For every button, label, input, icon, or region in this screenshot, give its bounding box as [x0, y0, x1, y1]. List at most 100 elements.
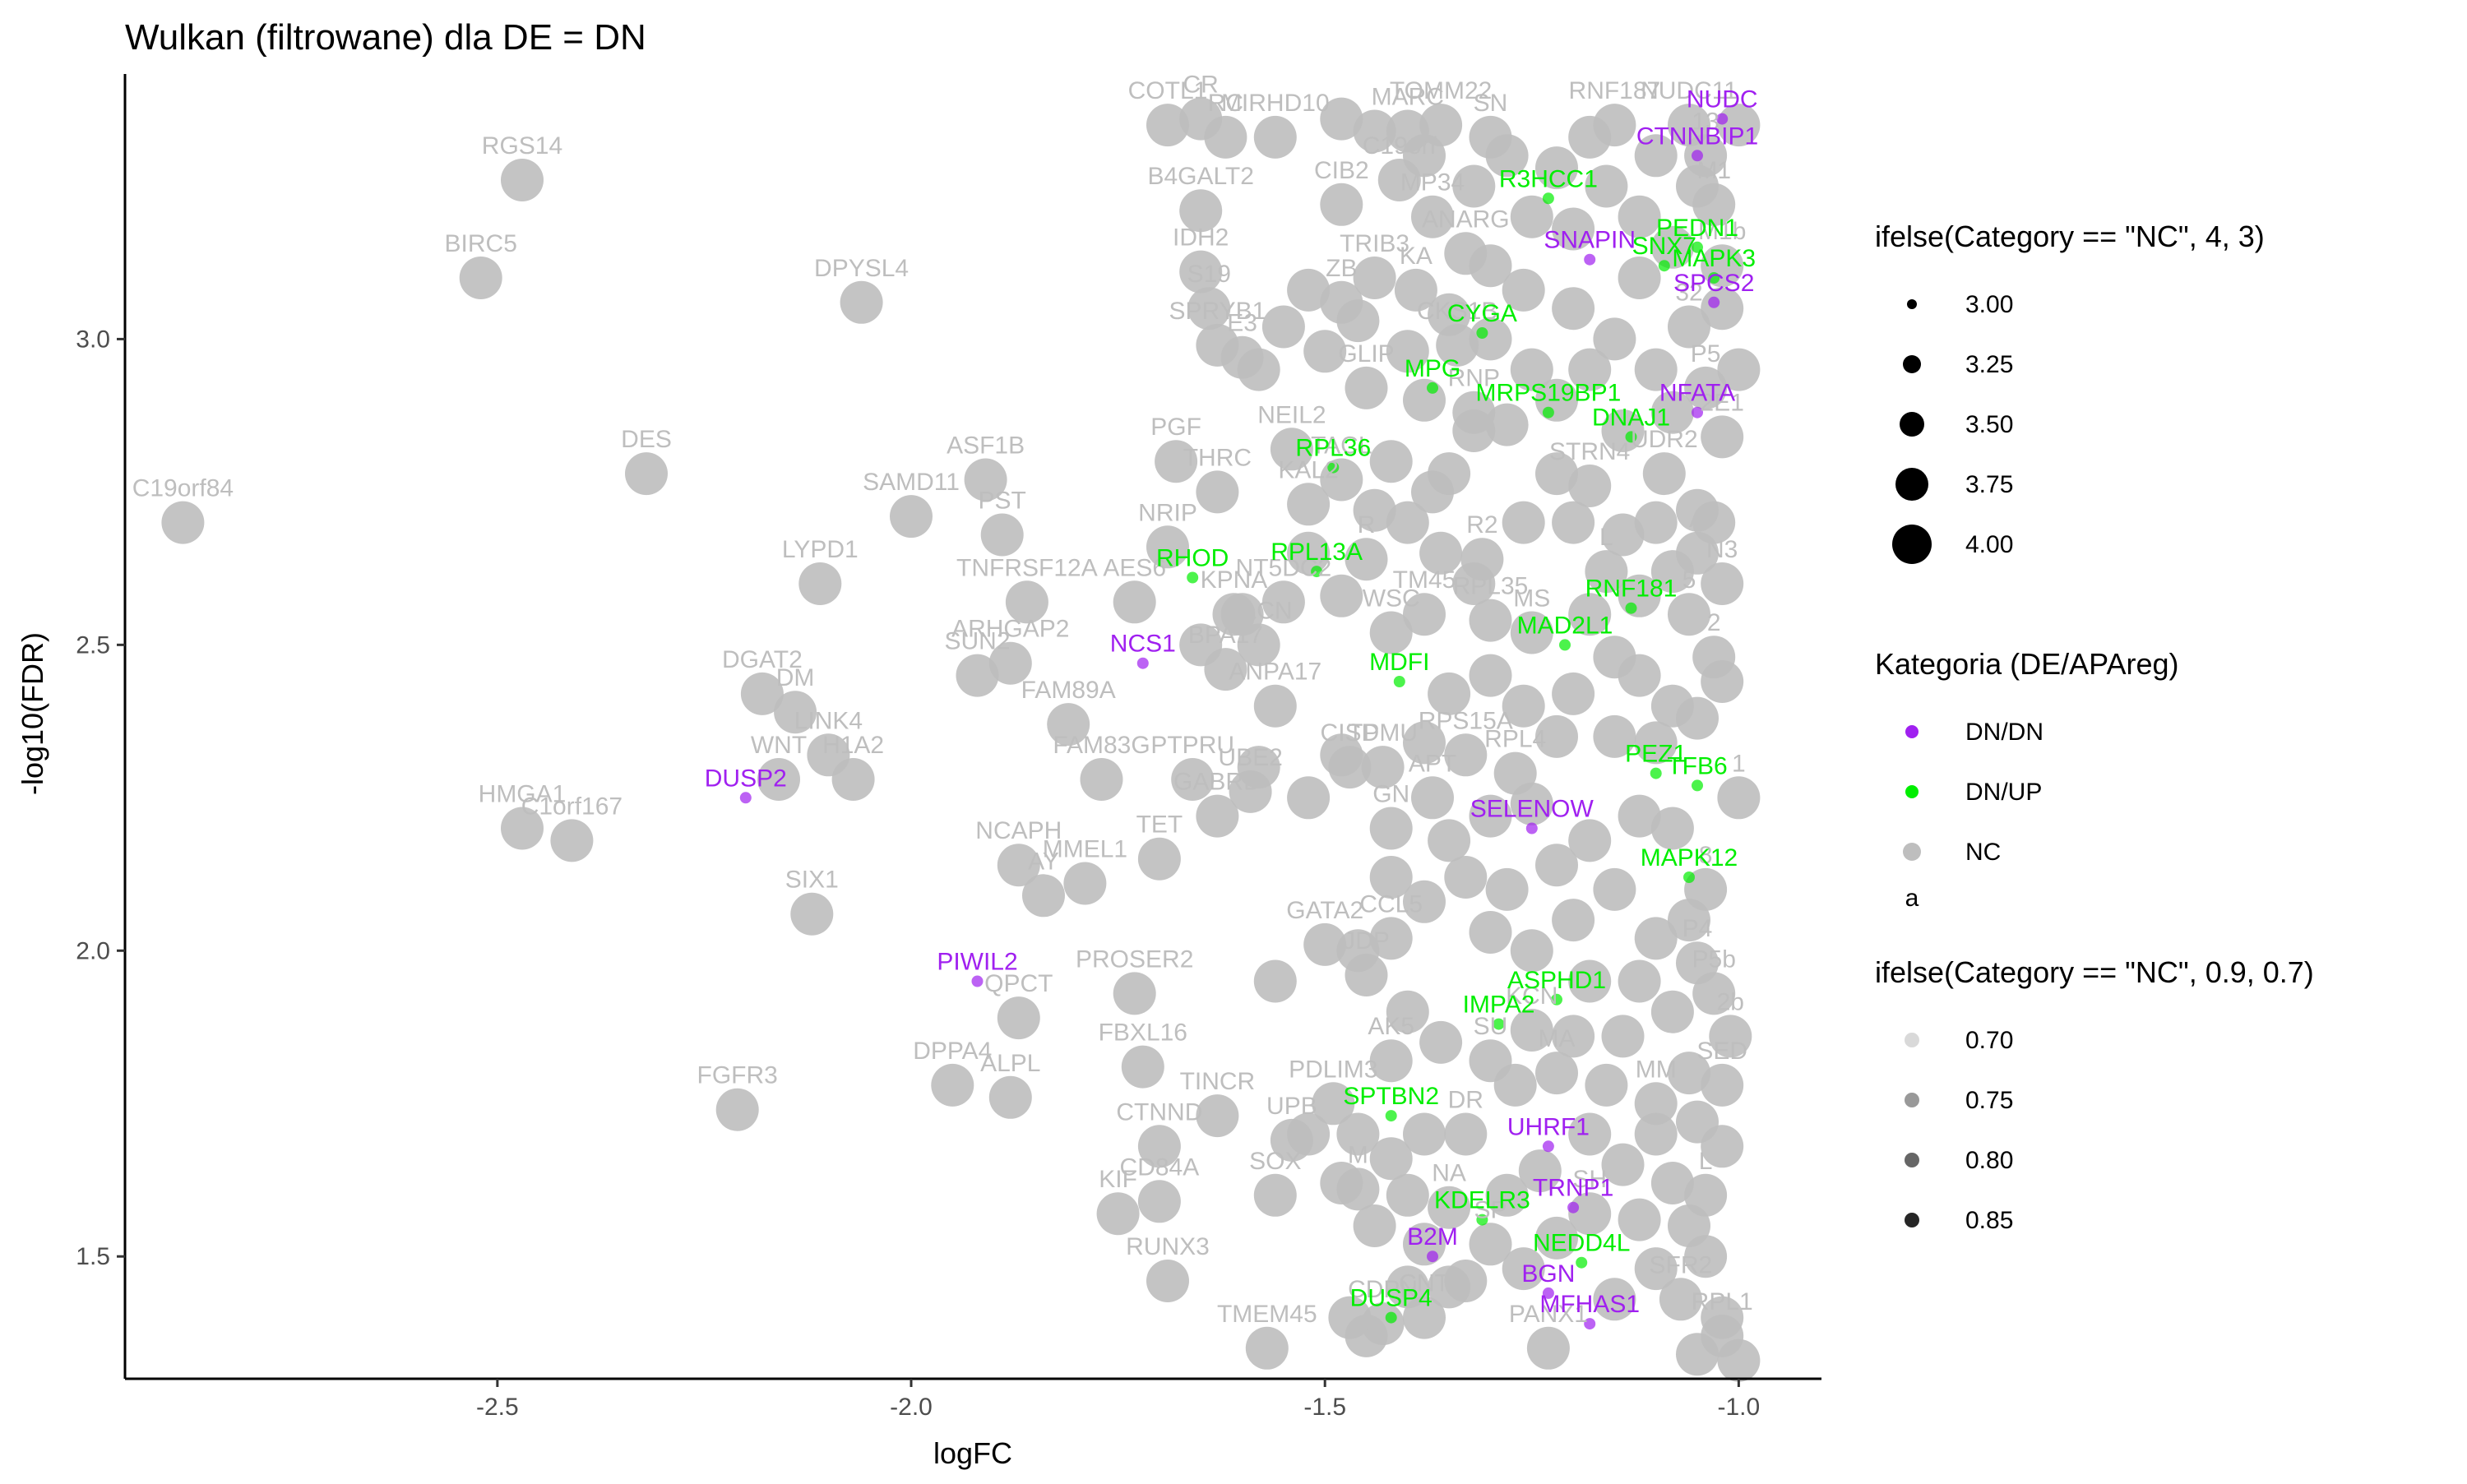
gene-label-nc-42: CIB2: [1314, 157, 1369, 184]
point-nc-29: [931, 1063, 974, 1107]
point-nc-134: [1535, 452, 1578, 496]
gene-label-dn-dn-10: CTNNBIP1: [1636, 123, 1758, 150]
point-nc-48: [1270, 428, 1313, 471]
point-nc-253: [1220, 593, 1264, 636]
point-nc-126: [1634, 1082, 1678, 1126]
gene-label-nc-40: MIRHD10: [1221, 90, 1330, 117]
gene-label-nc-127: DR: [1448, 1087, 1483, 1114]
gene-label-nc-74: SN: [1474, 90, 1508, 117]
point-nc-174: [1668, 1052, 1710, 1095]
gene-label-dn-up-3: PEZ1: [1625, 741, 1687, 768]
gene-label-dn-dn-11: SNAPIN: [1544, 227, 1636, 254]
point-nc-79: [1394, 268, 1437, 312]
point-nc-85: [1345, 538, 1388, 581]
point-nc-90: [1510, 611, 1553, 654]
point-nc-112: [1717, 776, 1761, 820]
alpha-legend-label-1: 0.75: [1965, 1087, 2013, 1114]
gene-label-nc-125: SU: [1474, 1013, 1508, 1040]
gene-label-nc-80: ZB: [1326, 255, 1357, 282]
point-nc-147: [1676, 696, 1719, 740]
point-dn-up-17: [1625, 431, 1637, 443]
point-dn-up-1: [1559, 639, 1571, 651]
color-legend-label-dn-up: DN/UP: [1965, 779, 2042, 806]
size-legend-label-4: 4.00: [1965, 531, 2013, 558]
alpha-legend-label-0: 0.70: [1965, 1027, 2013, 1054]
y-axis-title: -log10(FDR): [16, 632, 49, 795]
gene-label-dn-up-5: ASPHD1: [1507, 967, 1606, 994]
point-nc-12: [740, 672, 784, 715]
gene-label-nc-76: MP34: [1400, 169, 1465, 196]
point-nc-202: [1676, 1333, 1719, 1376]
size-legend-key-3: [1895, 468, 1928, 501]
gene-label-nc-120: RPL1: [1692, 1288, 1753, 1315]
gene-label-dn-up-20: MAPK3: [1672, 245, 1756, 272]
point-nc-169: [1650, 990, 1694, 1033]
point-nc-3: [840, 280, 883, 324]
point-nc-199: [1428, 1265, 1471, 1309]
size-legend-label-3: 3.75: [1965, 471, 2013, 498]
gene-label-nc-29: DPPA4: [913, 1038, 992, 1065]
point-nc-4: [625, 452, 668, 496]
gene-label-nc-58: PTPRU: [1150, 732, 1234, 759]
gene-label-nc-4: DES: [621, 426, 672, 453]
point-nc-110: [1668, 593, 1710, 636]
alpha-legend-key-3: [1905, 1213, 1919, 1227]
gene-label-nc-56: BPA17: [1188, 622, 1263, 649]
color-legend-text-key: a: [1905, 885, 1919, 912]
point-nc-18: [550, 819, 594, 862]
gene-label-nc-70: CDPN: [1348, 1276, 1418, 1303]
gene-label-nc-116: 2b: [1717, 988, 1744, 1015]
gene-label-nc-30: FGFR3: [697, 1062, 778, 1089]
gene-label-nc-57: ANPA17: [1229, 659, 1321, 686]
gene-label-dn-up-13: RPL36: [1295, 435, 1371, 462]
point-nc-200: [1634, 1247, 1678, 1291]
point-nc-47: [1155, 440, 1198, 483]
size-legend-key-4: [1892, 525, 1932, 564]
point-nc-234: [1650, 391, 1694, 434]
point-nc-139: [1650, 550, 1694, 594]
point-nc-177: [1601, 1143, 1645, 1186]
gene-label-dn-up-19: PEDN1: [1656, 215, 1738, 242]
point-nc-96: [1369, 807, 1413, 850]
gene-label-nc-46: E3: [1227, 310, 1257, 337]
point-nc-28: [988, 1075, 1032, 1119]
size-legend-label-0: 3.00: [1965, 291, 2013, 318]
point-nc-186: [1502, 1247, 1545, 1291]
point-nc-207: [1428, 672, 1471, 715]
gene-label-nc-113: 8: [1699, 842, 1713, 869]
point-nc-97: [1568, 465, 1612, 507]
point-nc-25: [997, 996, 1040, 1040]
size-legend-key-1: [1903, 355, 1921, 373]
gene-label-nc-99: L: [1599, 524, 1613, 551]
point-dn-dn-1: [971, 975, 984, 987]
gene-label-nc-71: CNT: [1399, 1270, 1450, 1297]
point-nc-218: [1428, 293, 1471, 336]
gene-label-nc-20: FAM83G: [1053, 732, 1150, 759]
gene-label-dn-up-7: SPTBN2: [1343, 1083, 1439, 1110]
point-nc-247: [1717, 348, 1761, 391]
point-dn-dn-2: [1136, 657, 1149, 669]
gene-label-nc-119: SFR2: [1650, 1251, 1713, 1278]
point-nc-116: [1709, 1015, 1752, 1058]
gene-label-nc-100: NUDC11: [1641, 77, 1738, 104]
point-nc-41: [1179, 189, 1223, 233]
point-nc-8: [798, 562, 842, 605]
gene-label-nc-98: UDR2: [1631, 426, 1698, 453]
point-dn-up-22: [1692, 779, 1703, 792]
point-dn-up-18: [1542, 192, 1554, 205]
point-nc-175: [1634, 1112, 1678, 1156]
point-dn-dn-12: [1708, 296, 1720, 308]
gene-label-dn-up-8: KDELR3: [1434, 1187, 1530, 1214]
gene-label-nc-36: TMEM45: [1217, 1301, 1317, 1328]
gene-label-nc-102: 13: [1692, 108, 1719, 135]
gene-label-dn-dn-1: PIWIL2: [937, 949, 1017, 976]
point-nc-36: [1245, 1326, 1289, 1370]
point-nc-148: [1634, 721, 1678, 765]
point-nc-88: [1469, 599, 1512, 642]
point-nc-163: [1510, 929, 1553, 973]
point-nc-43: [1179, 250, 1223, 294]
gene-label-dn-dn-7: BGN: [1521, 1260, 1575, 1288]
point-dn-up-12: [1311, 566, 1323, 578]
size-legend-key-2: [1900, 412, 1924, 437]
gene-label-dn-up-10: DUSP4: [1350, 1285, 1433, 1312]
